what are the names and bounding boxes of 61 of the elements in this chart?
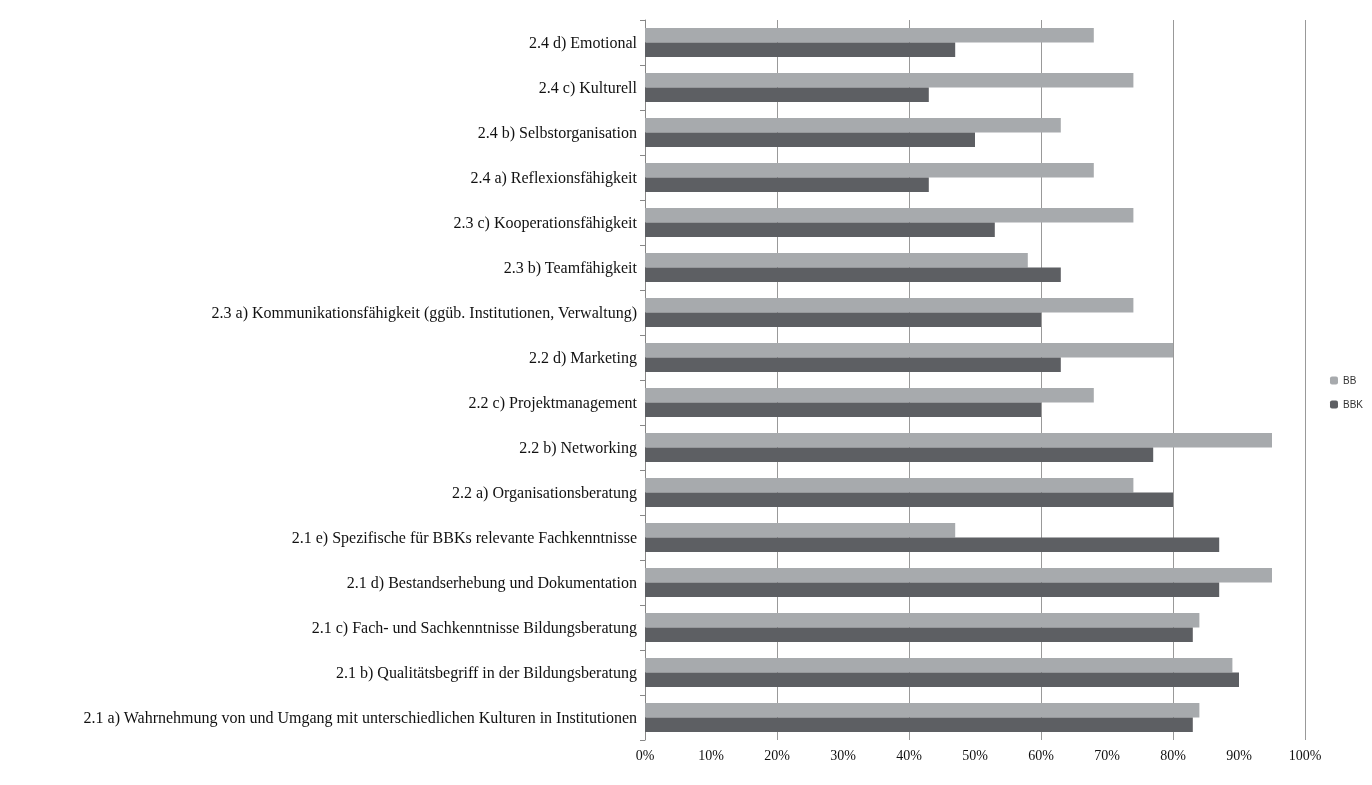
x-tick-label: 0% bbox=[635, 747, 655, 763]
bar bbox=[645, 537, 1220, 552]
x-tick-label: 50% bbox=[962, 747, 989, 763]
bar bbox=[645, 492, 1173, 507]
bar bbox=[645, 118, 1061, 133]
y-tick-label: 2.3 c) Kooperationsfähigkeit bbox=[453, 214, 638, 232]
bar bbox=[645, 132, 975, 147]
bar bbox=[645, 298, 1134, 313]
y-tick-label: 2.3 a) Kommunikationsfähigkeit (ggüb. Institutionen, Verwaltung) bbox=[211, 304, 637, 322]
bar bbox=[645, 478, 1134, 493]
bar bbox=[645, 717, 1193, 732]
bar bbox=[645, 267, 1061, 282]
bar bbox=[645, 343, 1173, 358]
bar bbox=[645, 42, 956, 57]
y-tick-label: 2.2 a) Organisationsberatung bbox=[452, 484, 637, 502]
bar bbox=[645, 312, 1041, 327]
y-tick-label: 2.3 b) Teamfähigkeit bbox=[503, 259, 638, 277]
bar bbox=[645, 703, 1200, 718]
x-tick-label: 80% bbox=[1160, 747, 1187, 763]
bar bbox=[645, 253, 1028, 268]
legend-label: BBK bbox=[1342, 399, 1364, 410]
y-tick-label: 2.1 e) Spezifische für BBKs relevante Fachkenntnisse bbox=[291, 529, 637, 547]
y-tick-label: 2.4 a) Reflexionsfähigkeit bbox=[470, 169, 638, 187]
legend-label: BB bbox=[1342, 375, 1357, 386]
bar bbox=[645, 672, 1239, 687]
y-tick-label: 2.1 b) Qualitätsbegriff in der Bildungsberatung bbox=[336, 664, 637, 682]
bar bbox=[645, 627, 1193, 642]
bar bbox=[645, 163, 1094, 178]
bar bbox=[645, 523, 956, 538]
bar bbox=[645, 388, 1094, 403]
y-tick-label: 2.1 c) Fach- und Sachkenntnisse Bildungsberatung bbox=[311, 619, 637, 637]
y-tick-label: 2.2 c) Projektmanagement bbox=[468, 394, 638, 412]
x-tick-label: 30% bbox=[830, 747, 857, 763]
x-tick-label: 100% bbox=[1288, 747, 1322, 763]
x-tick-label: 10% bbox=[698, 747, 725, 763]
bar bbox=[645, 177, 929, 192]
y-tick-label: 2.4 c) Kulturell bbox=[538, 79, 638, 97]
bar bbox=[645, 568, 1272, 583]
bar bbox=[645, 613, 1200, 628]
bar bbox=[645, 658, 1233, 673]
y-tick-label: 2.2 d) Marketing bbox=[529, 349, 637, 367]
bar bbox=[645, 402, 1041, 417]
bar bbox=[645, 222, 995, 237]
y-tick-label: 2.2 b) Networking bbox=[519, 439, 637, 457]
x-tick-label: 60% bbox=[1028, 747, 1055, 763]
bar bbox=[645, 433, 1272, 448]
x-tick-label: 90% bbox=[1226, 747, 1253, 763]
x-tick-label: 70% bbox=[1094, 747, 1121, 763]
bar bbox=[645, 357, 1061, 372]
bar bbox=[645, 28, 1094, 43]
y-tick-label: 2.4 b) Selbstorganisation bbox=[477, 124, 637, 142]
bar bbox=[645, 447, 1154, 462]
y-tick-label: 2.1 a) Wahrnehmung von und Umgang mit unterschiedlichen Kulturen in Institutionen bbox=[83, 709, 637, 727]
bar bbox=[645, 87, 929, 102]
bar bbox=[645, 582, 1220, 597]
y-tick-label: 2.1 d) Bestandserhebung und Dokumentation bbox=[346, 574, 637, 592]
bar bbox=[645, 73, 1134, 88]
y-tick-label: 2.4 d) Emotional bbox=[529, 34, 638, 52]
bar bbox=[645, 208, 1134, 223]
x-tick-label: 40% bbox=[896, 747, 923, 763]
x-tick-label: 20% bbox=[764, 747, 791, 763]
